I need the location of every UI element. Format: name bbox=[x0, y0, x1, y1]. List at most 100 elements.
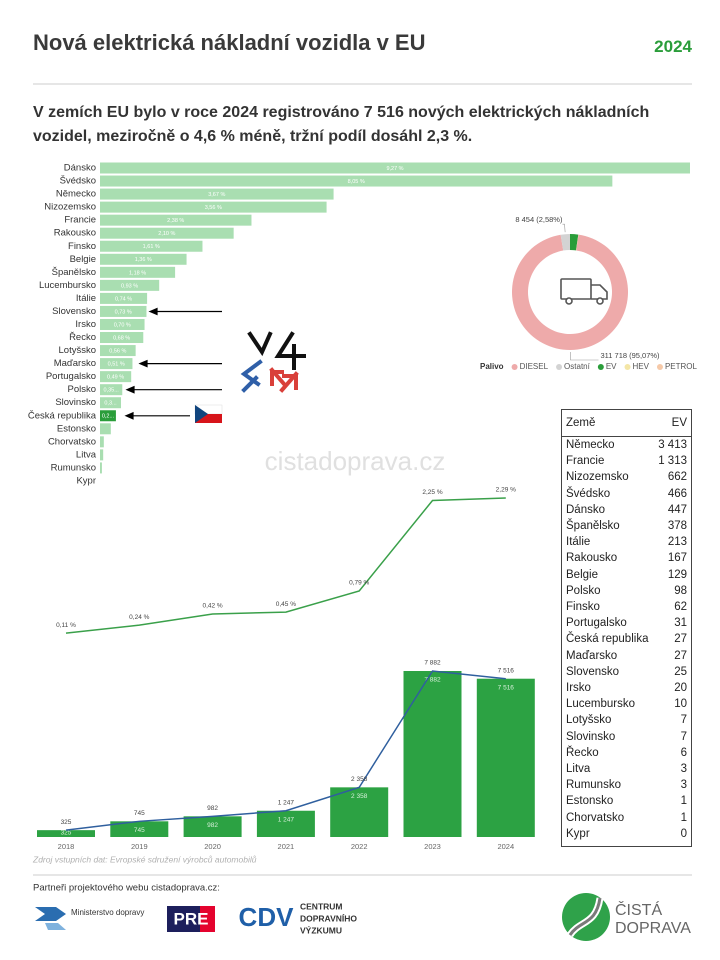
table-row: Německo 3 413 bbox=[562, 437, 691, 454]
table-cell: 20 bbox=[674, 682, 687, 695]
bar bbox=[100, 305, 147, 317]
pre-logo: PRE bbox=[167, 906, 215, 932]
legend-label: HEV bbox=[633, 362, 650, 371]
donut-slice bbox=[576, 234, 579, 251]
bar bbox=[100, 332, 144, 344]
ev-table: Země EV Německo 3 413 Francie 1 313 Nizozemsko… bbox=[561, 409, 692, 847]
bar bbox=[100, 253, 187, 265]
ministry-logo: Ministerstvo dopravy bbox=[35, 907, 144, 930]
table-row: Francie 1 313 bbox=[562, 453, 691, 469]
table-cell: Itálie bbox=[566, 536, 591, 549]
x-tick-label: 2019 bbox=[131, 842, 148, 851]
line-value-label: 982 bbox=[207, 805, 218, 812]
value-label: 0,35... bbox=[103, 388, 119, 394]
table-row: Nizozemsko 662 bbox=[562, 469, 691, 485]
partners-label: Partneři projektového webu cistadoprava.… bbox=[33, 883, 220, 894]
category-label: Španělsko bbox=[52, 267, 96, 278]
line-value-label: 0,24 % bbox=[129, 614, 149, 621]
value-label: 1,36 % bbox=[135, 257, 152, 263]
table-row: Rumunsko 3 bbox=[562, 777, 691, 793]
value-label: 8,05 % bbox=[348, 179, 365, 185]
table-cell: 3 413 bbox=[658, 439, 687, 451]
table-cell: Portugalsko bbox=[566, 617, 627, 630]
table-cell: Polsko bbox=[566, 584, 601, 597]
table-cell: Kypr bbox=[566, 827, 590, 840]
x-tick-label: 2021 bbox=[278, 842, 295, 851]
table-cell: 378 bbox=[667, 520, 687, 533]
value-label: 1,61 % bbox=[143, 244, 160, 250]
table-row: Dánsko 447 bbox=[562, 502, 691, 518]
year: 2024 bbox=[654, 37, 692, 56]
value-label: 2,10 % bbox=[158, 231, 175, 237]
table-cell: Lucembursko bbox=[566, 698, 636, 711]
category-label: Itálie bbox=[76, 293, 96, 304]
category-label: Portugalsko bbox=[46, 371, 96, 382]
legend-marker bbox=[511, 364, 518, 370]
bar bbox=[100, 188, 334, 200]
leader-line bbox=[570, 351, 599, 361]
line-value-label: 2 358 bbox=[351, 776, 368, 783]
table-row: Itálie 213 bbox=[562, 534, 691, 550]
table-row: Belgie 129 bbox=[562, 567, 691, 583]
bar bbox=[256, 810, 315, 837]
line-value-label: 7 516 bbox=[498, 667, 515, 674]
line-value-label: 0,79 % bbox=[349, 580, 369, 587]
v4-logo bbox=[240, 331, 306, 393]
x-tick-label: 2023 bbox=[424, 842, 441, 851]
table-row: Finsko 62 bbox=[562, 599, 691, 615]
value-label: 0,2... bbox=[102, 414, 115, 420]
subtitle: V zemích EU bylo v roce 2024 registrován… bbox=[33, 104, 650, 145]
bar bbox=[183, 816, 242, 837]
bar bbox=[100, 371, 132, 383]
bar bbox=[100, 436, 104, 448]
table-cell: 10 bbox=[674, 698, 687, 711]
bar-value-label: 7 882 bbox=[424, 677, 441, 684]
table-cell: Estonsko bbox=[566, 795, 614, 808]
category-label: Belgie bbox=[70, 254, 96, 265]
table-cell: 129 bbox=[667, 568, 687, 581]
bar-value-label: 7 516 bbox=[498, 684, 515, 691]
donut-slice bbox=[570, 234, 579, 251]
leader-line bbox=[562, 223, 566, 233]
slice-label: 311 718 (95,07%) bbox=[600, 351, 660, 360]
table-cell: 1 313 bbox=[658, 455, 687, 468]
category-label: Nizozemsko bbox=[44, 202, 96, 213]
bar bbox=[100, 227, 234, 239]
line-value-label: 0,45 % bbox=[276, 601, 296, 608]
table-cell: 98 bbox=[674, 584, 687, 597]
table-cell: Švédsko bbox=[566, 487, 611, 500]
bar bbox=[100, 162, 690, 174]
table-row: Lucembursko 10 bbox=[562, 696, 691, 712]
table-row: Polsko 98 bbox=[562, 583, 691, 599]
table-cell: Rumunsko bbox=[566, 779, 621, 792]
bar bbox=[100, 384, 123, 396]
table-cell: 662 bbox=[667, 471, 687, 484]
bar-value-label: 2 358 bbox=[351, 793, 368, 800]
line bbox=[65, 497, 506, 634]
x-tick-label: 2024 bbox=[497, 842, 514, 851]
table: Země EV Německo 3 413 Francie 1 313 Nizozemsko… bbox=[562, 410, 691, 842]
category-label: Lucembursko bbox=[39, 280, 96, 291]
bar bbox=[100, 397, 122, 409]
category-label: Irsko bbox=[75, 319, 96, 330]
category-label: Slovensko bbox=[52, 306, 96, 317]
value-label: 0,70 % bbox=[114, 322, 131, 328]
category-label: Litva bbox=[76, 449, 97, 460]
cdv-mark: CDV bbox=[239, 902, 295, 932]
bar bbox=[100, 358, 133, 370]
brand-name: ČISTÁ bbox=[615, 900, 662, 919]
table-cell: 213 bbox=[667, 536, 687, 549]
bar bbox=[403, 671, 462, 837]
bar-value-label: 1 247 bbox=[278, 816, 295, 823]
value-label: 0,93 % bbox=[121, 283, 138, 289]
bar bbox=[476, 678, 535, 837]
table-cell: 27 bbox=[674, 633, 687, 646]
bar bbox=[100, 201, 327, 213]
value-label: 9,27 % bbox=[386, 166, 403, 172]
cdv-name: CENTRUM bbox=[300, 901, 343, 911]
table-cell: Slovensko bbox=[566, 665, 620, 678]
category-label: Rakousko bbox=[54, 228, 96, 239]
table-cell: Francie bbox=[566, 455, 605, 468]
value-label: 0,51 % bbox=[108, 362, 125, 368]
legend-label: Ostatní bbox=[564, 362, 591, 371]
